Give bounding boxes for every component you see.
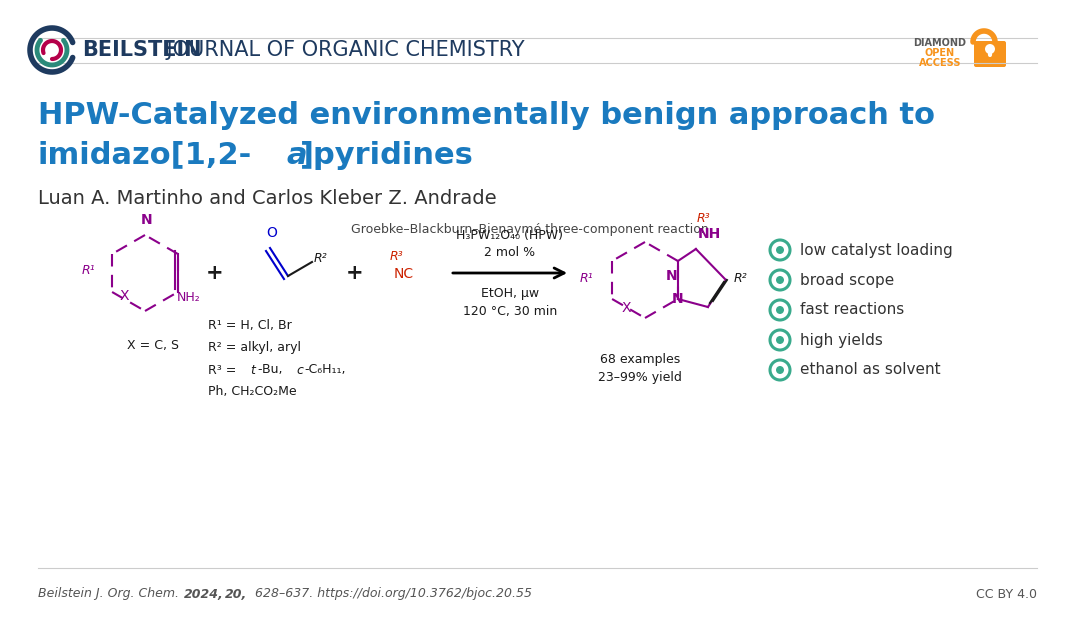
Text: CC BY 4.0: CC BY 4.0 — [976, 588, 1037, 600]
Text: X: X — [119, 289, 129, 303]
Text: R³: R³ — [697, 212, 711, 225]
Text: -C₆H₁₁,: -C₆H₁₁, — [304, 364, 345, 377]
Text: R² = alkyl, aryl: R² = alkyl, aryl — [207, 342, 301, 354]
Circle shape — [776, 336, 784, 344]
Circle shape — [776, 366, 784, 374]
Text: R¹: R¹ — [579, 271, 593, 284]
Text: +: + — [206, 263, 224, 283]
Text: NH: NH — [698, 227, 721, 241]
Text: 2024,: 2024, — [184, 588, 224, 600]
Text: N: N — [672, 292, 683, 306]
Text: R¹: R¹ — [82, 264, 95, 278]
Text: N: N — [141, 213, 153, 227]
Text: OPEN: OPEN — [924, 48, 955, 58]
Text: X: X — [621, 301, 631, 315]
Text: low catalyst loading: low catalyst loading — [800, 242, 952, 257]
Text: ACCESS: ACCESS — [919, 58, 961, 68]
Text: JOURNAL OF ORGANIC CHEMISTRY: JOURNAL OF ORGANIC CHEMISTRY — [160, 40, 525, 60]
Text: imidazo[1,2-: imidazo[1,2- — [38, 141, 253, 170]
Text: DIAMOND: DIAMOND — [914, 38, 966, 48]
Text: t: t — [250, 364, 255, 377]
Text: ethanol as solvent: ethanol as solvent — [800, 362, 941, 377]
Text: BEILSTEIN: BEILSTEIN — [82, 40, 201, 60]
Text: H₃PW₁₂O₄₀ (HPW): H₃PW₁₂O₄₀ (HPW) — [457, 229, 563, 242]
Text: 68 examples: 68 examples — [600, 354, 680, 367]
Text: R¹ = H, Cl, Br: R¹ = H, Cl, Br — [207, 320, 291, 332]
Text: 20,: 20, — [225, 588, 247, 600]
Text: c: c — [296, 364, 303, 377]
Text: X = C, S: X = C, S — [127, 338, 180, 352]
Text: HPW-Catalyzed environmentally benign approach to: HPW-Catalyzed environmentally benign app… — [38, 100, 935, 129]
Text: Groebke–Blackburn–Bienaymé three-component reaction: Groebke–Blackburn–Bienaymé three-compone… — [352, 224, 708, 237]
Text: 2 mol %: 2 mol % — [485, 247, 535, 259]
Text: a: a — [286, 141, 306, 170]
Text: +: + — [346, 263, 363, 283]
Text: Beilstein J. Org. Chem.: Beilstein J. Org. Chem. — [38, 588, 183, 600]
Text: Luan A. Martinho and Carlos Kleber Z. Andrade: Luan A. Martinho and Carlos Kleber Z. An… — [38, 188, 497, 207]
Text: R³: R³ — [390, 249, 403, 263]
Circle shape — [985, 44, 995, 54]
FancyBboxPatch shape — [974, 41, 1006, 67]
Circle shape — [776, 306, 784, 314]
Text: -Bu,: -Bu, — [258, 364, 287, 377]
Text: R²: R² — [734, 271, 747, 284]
Circle shape — [776, 246, 784, 254]
Text: high yields: high yields — [800, 332, 883, 347]
Text: NH₂: NH₂ — [176, 291, 200, 304]
Text: 120 °C, 30 min: 120 °C, 30 min — [463, 305, 557, 318]
Text: 628–637. https://doi.org/10.3762/bjoc.20.55: 628–637. https://doi.org/10.3762/bjoc.20… — [250, 588, 532, 600]
Text: fast reactions: fast reactions — [800, 303, 904, 318]
Text: ]pyridines: ]pyridines — [300, 141, 474, 170]
Text: Ph, CH₂CO₂Me: Ph, CH₂CO₂Me — [207, 386, 297, 399]
Text: EtOH, μw: EtOH, μw — [481, 286, 539, 300]
Text: 23–99% yield: 23–99% yield — [598, 371, 682, 384]
Circle shape — [776, 276, 784, 284]
Text: R³ =: R³ = — [207, 364, 241, 377]
Text: broad scope: broad scope — [800, 273, 894, 288]
Text: NC: NC — [395, 267, 414, 281]
Text: N: N — [665, 269, 677, 283]
Text: R²: R² — [314, 251, 328, 264]
Text: O: O — [267, 226, 277, 240]
